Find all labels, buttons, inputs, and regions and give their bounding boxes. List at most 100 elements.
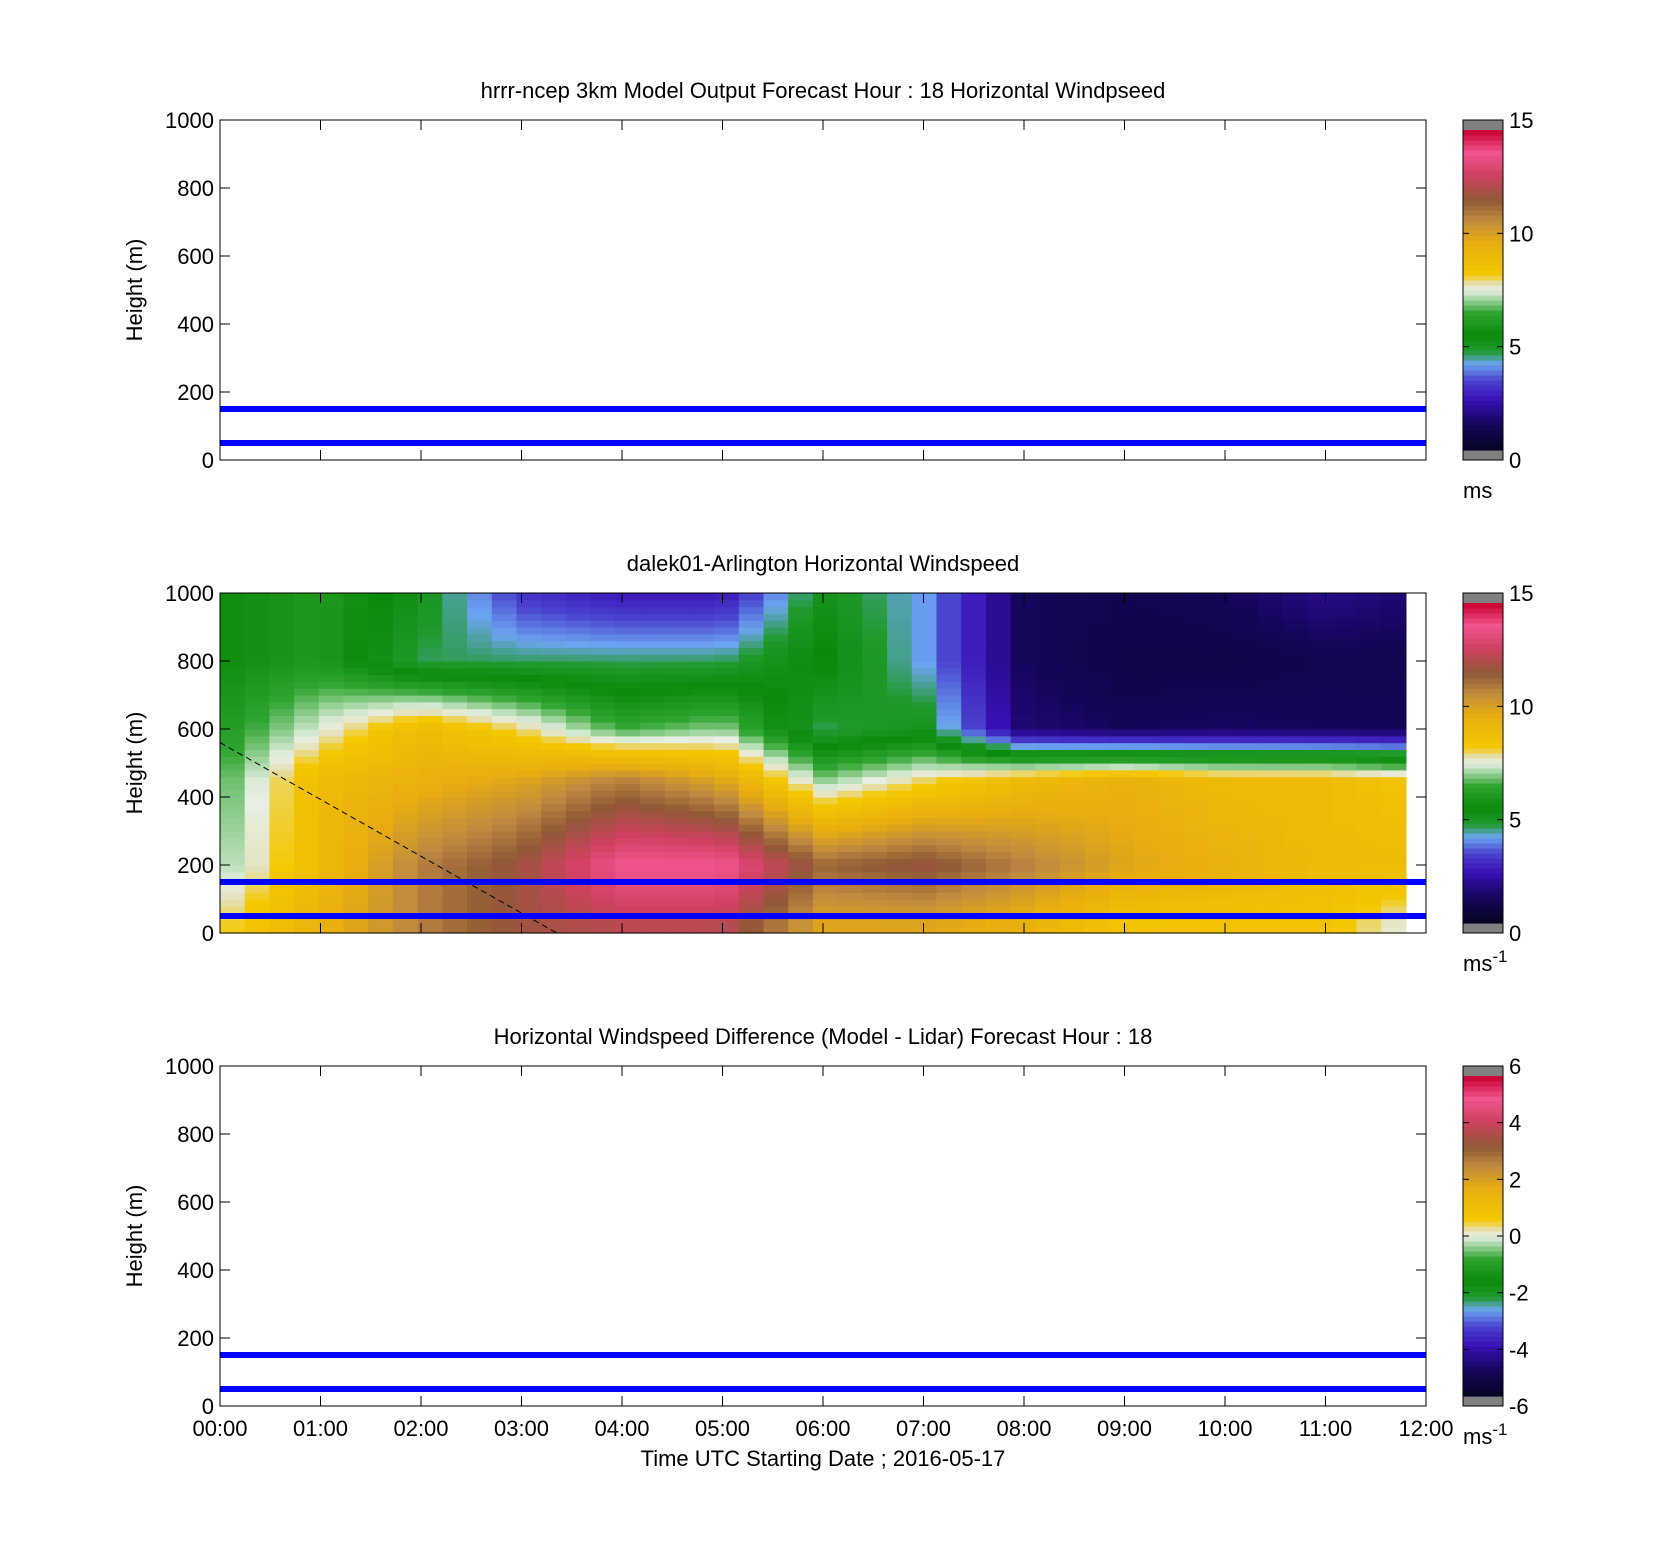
colorbar-segment xyxy=(1463,1361,1503,1367)
field-cell xyxy=(442,865,468,873)
field-cell xyxy=(1010,701,1036,710)
field-cell xyxy=(862,803,888,812)
field-cell xyxy=(1035,695,1061,703)
field-cell xyxy=(294,803,320,812)
field-cell xyxy=(417,905,443,914)
colorbar-segment xyxy=(1463,868,1503,874)
field-cell xyxy=(467,729,493,737)
field-cell xyxy=(541,858,567,866)
field-cell xyxy=(368,749,394,757)
field-cell xyxy=(1010,892,1036,900)
field-cell xyxy=(1134,803,1160,812)
field-cell xyxy=(738,708,765,716)
field-cell xyxy=(985,640,1012,648)
field-cell xyxy=(664,885,691,893)
field-cell xyxy=(1232,817,1259,825)
field-cell xyxy=(738,613,765,621)
field-cell xyxy=(763,926,789,934)
field-cell xyxy=(1035,701,1061,710)
field-cell xyxy=(1208,674,1234,682)
field-cell xyxy=(1183,756,1209,764)
field-cell xyxy=(491,865,518,873)
field-cell xyxy=(615,790,641,798)
field-cell xyxy=(368,633,394,642)
field-cell xyxy=(961,824,987,832)
field-cell xyxy=(1307,606,1333,614)
field-cell xyxy=(1109,729,1135,737)
field-cell xyxy=(565,674,592,682)
field-cell xyxy=(1356,599,1382,608)
field-cell xyxy=(1356,892,1382,900)
field-cell xyxy=(985,885,1012,893)
field-cell xyxy=(1331,919,1358,927)
y-tick-label: 0 xyxy=(202,921,214,946)
field-cell xyxy=(467,627,493,635)
field-cell xyxy=(516,722,542,730)
field-cell xyxy=(1158,769,1185,778)
field-cell xyxy=(516,905,542,914)
field-cell xyxy=(343,892,369,900)
field-cell xyxy=(541,871,567,880)
field-cell xyxy=(1232,674,1259,682)
field-cell xyxy=(343,905,369,914)
field-cell xyxy=(1232,871,1259,880)
field-cell xyxy=(368,790,394,798)
field-cell xyxy=(788,769,814,778)
x-tick-label: 11:00 xyxy=(1299,1416,1352,1441)
field-cell xyxy=(491,674,518,682)
field-cell xyxy=(1282,627,1308,635)
field-cell xyxy=(541,919,567,927)
field-cell xyxy=(1282,681,1308,689)
y-tick-label: 400 xyxy=(177,785,214,810)
field-cell xyxy=(1060,722,1086,730)
field-cell xyxy=(343,776,369,784)
field-cell xyxy=(1060,640,1086,648)
field-cell xyxy=(1010,756,1036,764)
field-cell xyxy=(862,831,888,839)
field-cell xyxy=(640,729,666,737)
field-cell xyxy=(318,654,345,662)
field-cell xyxy=(961,708,987,716)
field-cell xyxy=(1158,810,1185,818)
field-cell xyxy=(1381,674,1407,682)
field-cell xyxy=(961,783,987,791)
field-cell xyxy=(763,817,789,825)
field-cell xyxy=(318,783,345,791)
x-tick-label: 04:00 xyxy=(594,1416,649,1441)
field-cell xyxy=(1060,667,1086,676)
field-cell xyxy=(541,899,567,907)
field-cell xyxy=(392,919,419,927)
field-cell xyxy=(1282,803,1308,812)
colorbar-segment xyxy=(1463,873,1503,879)
field-cell xyxy=(640,899,666,907)
field-cell xyxy=(1257,695,1283,703)
field-cell xyxy=(1134,749,1160,757)
field-cell xyxy=(936,627,962,635)
field-cell xyxy=(392,926,419,934)
field-cell xyxy=(961,810,987,818)
field-cell xyxy=(1109,627,1135,635)
colorbar-segment xyxy=(1463,713,1503,719)
field-cell xyxy=(1134,756,1160,764)
field-cell xyxy=(788,708,814,716)
field-cell xyxy=(294,613,320,621)
field-cell xyxy=(541,756,567,764)
colorbar-segment xyxy=(1463,295,1503,301)
field-cell xyxy=(887,749,913,757)
field-cell xyxy=(1158,708,1185,716)
field-cell xyxy=(1109,892,1135,900)
field-cell xyxy=(714,919,740,927)
field-cell xyxy=(343,769,369,778)
field-cell xyxy=(1183,817,1209,825)
field-cell xyxy=(911,871,938,880)
field-cell xyxy=(837,695,863,703)
field-cell xyxy=(368,871,394,880)
field-cell xyxy=(837,865,863,873)
field-cell xyxy=(491,885,518,893)
field-cell xyxy=(812,817,839,825)
plot-area xyxy=(220,120,1426,460)
field-cell xyxy=(1060,776,1086,784)
field-cell xyxy=(812,701,839,710)
field-cell xyxy=(985,661,1012,669)
